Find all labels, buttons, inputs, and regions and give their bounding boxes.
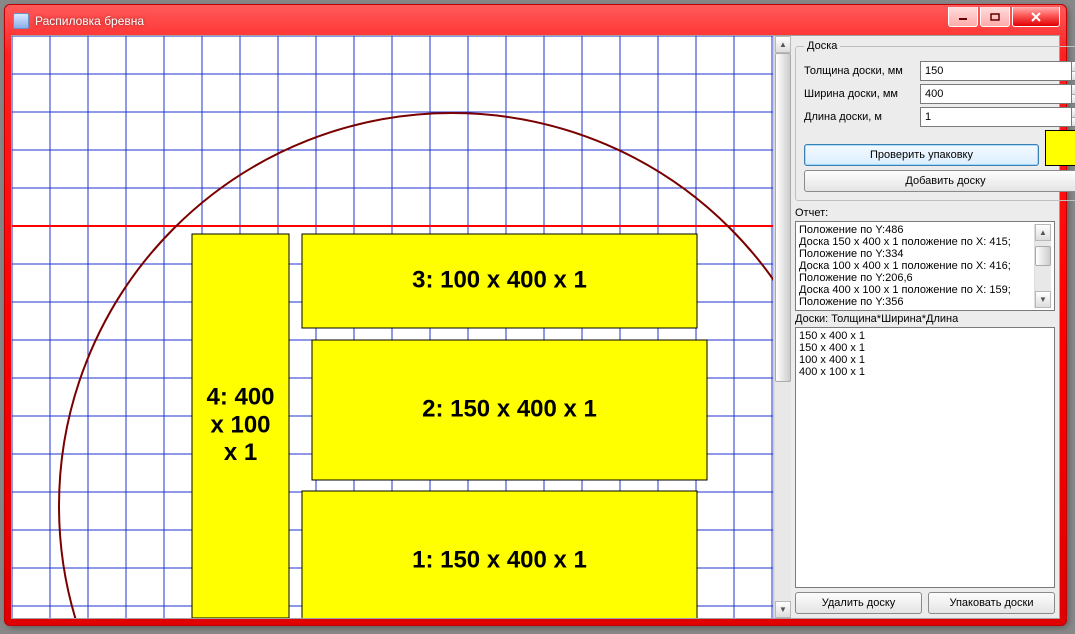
width-spinner[interactable]: ▲▼ — [920, 84, 1075, 104]
board-params-group: Доска Толщина доски, мм ▲▼ Ширина доски,… — [795, 40, 1075, 201]
canvas-panel[interactable]: 4: 400x 100x 1 3: 100 x 400 x 1 2: 150 x 4… — [12, 36, 774, 618]
app-icon — [13, 13, 29, 29]
board-group-title: Доска — [804, 40, 840, 52]
close-button[interactable] — [1012, 7, 1060, 27]
boards-listbox[interactable]: 150 x 400 x 1150 x 400 x 1100 x 400 x 14… — [795, 327, 1055, 588]
length-label: Длина доски, м — [804, 111, 914, 123]
scrollbar-track[interactable] — [775, 53, 791, 601]
report-line: Доска 150 x 400 x 1 положение по X: 415; — [799, 236, 1034, 248]
board-label: x 100 — [210, 411, 270, 438]
report-label: Отчет: — [795, 207, 1055, 219]
canvas-vertical-scrollbar[interactable]: ▲ ▼ — [774, 36, 791, 618]
window-title: Распиловка бревна — [35, 14, 144, 28]
delete-board-button[interactable]: Удалить доску — [795, 592, 922, 614]
report-line: Доска 100 x 400 x 1 положение по X: 416; — [799, 260, 1034, 272]
report-scroll-down[interactable]: ▼ — [1035, 291, 1051, 308]
report-line: Доска 400 x 100 x 1 положение по X: 159; — [799, 284, 1034, 296]
scroll-down-button[interactable]: ▼ — [775, 601, 791, 618]
board-label: 4: 400 — [206, 384, 274, 411]
pack-boards-button[interactable]: Упаковать доски — [928, 592, 1055, 614]
report-box[interactable]: Положение по Y:486Доска 150 x 400 x 1 по… — [795, 221, 1055, 311]
app-window: Распиловка бревна 4: 400x 100x 1 3: 100 x… — [4, 4, 1067, 626]
side-panel: Доска Толщина доски, мм ▲ ▼ Ширина доски,… — [791, 36, 1059, 618]
thickness-spinner[interactable]: ▲▼ — [920, 61, 1075, 81]
check-packing-button[interactable]: Проверить упаковку — [804, 144, 1039, 166]
width-input[interactable] — [920, 84, 1071, 104]
report-scroll-up[interactable]: ▲ — [1035, 224, 1051, 241]
board-color-swatch[interactable] — [1045, 130, 1075, 166]
boards-list-label: Доски: Толщина*Ширина*Длина — [795, 313, 1055, 325]
thickness-label: Толщина доски, мм — [804, 65, 914, 77]
boards-list-item[interactable]: 150 x 400 x 1 — [799, 330, 1051, 342]
log-cutting-canvas: 4: 400x 100x 1 3: 100 x 400 x 1 2: 150 x 4… — [12, 36, 774, 618]
report-line: Положение по Y:334 — [799, 248, 1034, 260]
board-label: x 1 — [224, 439, 257, 466]
scroll-up-button[interactable]: ▲ — [775, 36, 791, 53]
report-line: Положение по Y:206,6 — [799, 272, 1034, 284]
report-line: Положение по Y:486 — [799, 224, 1034, 236]
thickness-input[interactable] — [920, 61, 1071, 81]
minimize-button[interactable] — [948, 7, 978, 27]
length-input[interactable] — [920, 107, 1071, 127]
report-line: Положение по Y:356 — [799, 296, 1034, 308]
board-label: 1: 150 x 400 x 1 — [412, 546, 587, 573]
add-board-button[interactable]: Добавить доску — [804, 170, 1075, 192]
scrollbar-thumb[interactable] — [775, 53, 791, 382]
board-label: 3: 100 x 400 x 1 — [412, 266, 587, 293]
report-scroll-thumb[interactable] — [1035, 246, 1051, 266]
boards-list-item[interactable]: 100 x 400 x 1 — [799, 354, 1051, 366]
titlebar[interactable]: Распиловка бревна — [11, 11, 1060, 31]
boards-list-item[interactable]: 150 x 400 x 1 — [799, 342, 1051, 354]
board-label: 2: 150 x 400 x 1 — [422, 395, 597, 422]
boards-list-item[interactable]: 400 x 100 x 1 — [799, 366, 1051, 378]
length-spinner[interactable]: ▲▼ — [920, 107, 1075, 127]
width-label: Ширина доски, мм — [804, 88, 914, 100]
maximize-button[interactable] — [980, 7, 1010, 27]
